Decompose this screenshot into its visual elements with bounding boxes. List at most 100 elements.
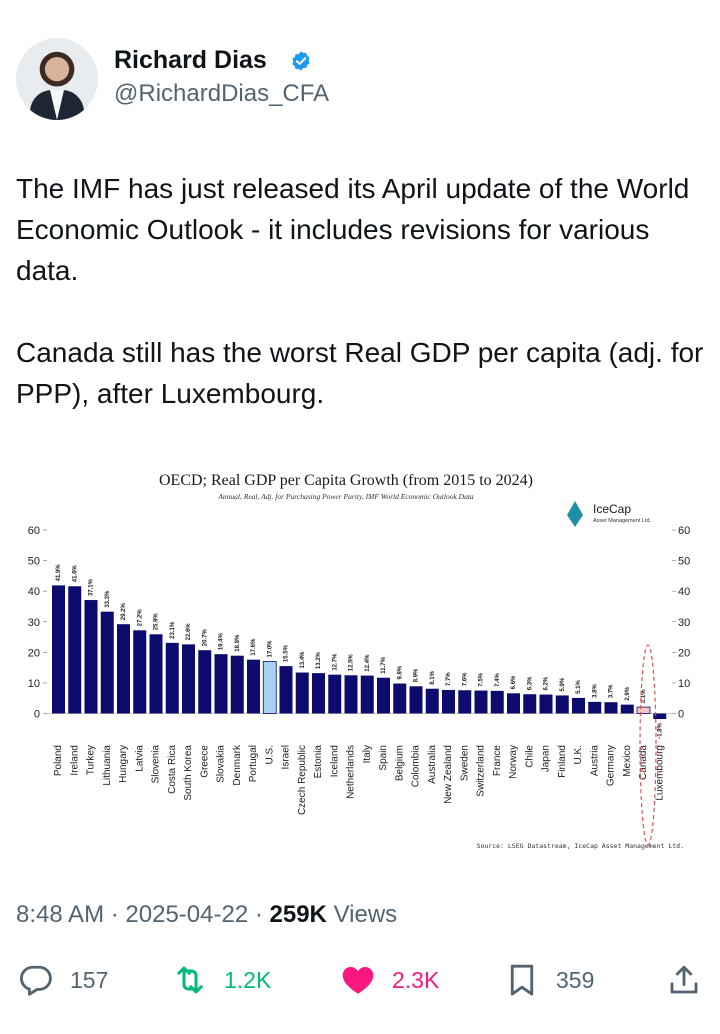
data-label: 7.6%: [462, 672, 468, 686]
bar: [344, 675, 358, 714]
x-tick-label: Belgium: [394, 745, 405, 781]
data-label: 8.9%: [414, 668, 420, 682]
bar: [409, 686, 423, 714]
y-tick-label-left: 0: [34, 709, 40, 721]
like-button[interactable]: 2.3K: [340, 958, 439, 1002]
x-tick-label: Switzerland: [476, 745, 487, 797]
data-label: 6.3%: [527, 676, 533, 690]
bookmark-count: 359: [556, 966, 595, 993]
x-tick-label: Iceland: [329, 745, 340, 777]
x-tick-label: South Korea: [183, 745, 194, 801]
x-tick-label: Poland: [53, 745, 64, 776]
bookmark-button[interactable]: 359: [504, 958, 594, 1002]
bar: [68, 586, 82, 714]
chart-image[interactable]: OECD; Real GDP per Capita Growth (from 2…: [16, 455, 706, 868]
bar: [295, 672, 309, 714]
reply-icon: [20, 965, 52, 996]
data-label: 6.6%: [511, 675, 517, 689]
repost-button[interactable]: 1.2K: [172, 958, 271, 1002]
bar: [458, 690, 472, 714]
x-tick-label: Costa Rica: [167, 745, 178, 794]
share-icon: [670, 965, 698, 994]
x-tick-label: Spain: [378, 745, 389, 771]
data-label: -1.8%: [657, 722, 663, 738]
tweet-time[interactable]: 8:48 AM: [16, 901, 105, 928]
iceberg-icon: [567, 501, 583, 527]
author-handle[interactable]: @RichardDias_CFA: [114, 80, 330, 107]
bar: [133, 630, 147, 714]
bar: [507, 693, 520, 714]
share-button[interactable]: [666, 958, 702, 1002]
x-tick-label: Luxembourg: [654, 745, 665, 801]
data-label: 7.4%: [495, 673, 501, 687]
data-label: 29.2%: [121, 603, 127, 621]
tweet-date[interactable]: 2025-04-22: [125, 901, 249, 928]
bars: [52, 585, 667, 720]
data-label: 19.4%: [219, 632, 225, 650]
data-label: 12.7%: [332, 653, 338, 671]
repost-count: 1.2K: [224, 966, 272, 993]
bar: [214, 654, 228, 714]
like-count: 2.3K: [392, 966, 440, 993]
x-tick-label: Germany: [606, 745, 617, 786]
x-tick-label: U.K.: [573, 745, 584, 764]
heart-icon: [342, 966, 374, 994]
bar: [149, 634, 163, 714]
bar: [539, 694, 553, 714]
data-label: 11.7%: [381, 656, 387, 673]
tweet-header: Richard Dias @RichardDias_CFA: [16, 38, 706, 122]
data-label: 7.5%: [479, 672, 485, 686]
x-tick-label: Japan: [541, 745, 552, 772]
views-count: 259K: [269, 901, 327, 928]
y-tick-label-right: 10: [678, 678, 690, 690]
data-label: 3.8%: [592, 684, 598, 698]
author-name[interactable]: Richard Dias: [114, 46, 267, 74]
bar: [198, 650, 212, 714]
data-label: 33.3%: [105, 590, 111, 608]
tweet-paragraph: Canada still has the worst Real GDP per …: [16, 337, 704, 409]
data-label: 41.6%: [72, 565, 78, 583]
x-tick-label: Netherlands: [346, 745, 357, 799]
data-label: 12.5%: [349, 654, 355, 672]
logo-subtext: Asset Management Ltd.: [593, 518, 652, 524]
bar: [182, 644, 195, 714]
bar: [425, 688, 439, 714]
chart-title: OECD; Real GDP per Capita Growth (from 2…: [159, 472, 533, 489]
reply-button[interactable]: 157: [18, 958, 108, 1002]
views-label: Views: [333, 901, 398, 928]
bar: [312, 673, 325, 714]
y-tick-label-left: 20: [28, 647, 40, 659]
gdp-growth-bar-chart: OECD; Real GDP per Capita Growth (from 2…: [28, 472, 691, 850]
x-tick-label: Austria: [589, 745, 600, 777]
bar: [442, 689, 455, 714]
data-label: 8.1%: [430, 670, 436, 684]
x-tick-label: Lithuania: [102, 745, 113, 786]
bar: [360, 675, 374, 714]
data-label: 5.1%: [576, 680, 582, 694]
data-label: 15.5%: [284, 644, 290, 662]
x-tick-label: Portugal: [248, 745, 259, 782]
avatar[interactable]: [16, 38, 98, 120]
bar: [555, 695, 569, 714]
x-tick-label: Israel: [281, 745, 292, 769]
x-tick-label: Slovenia: [151, 745, 162, 784]
x-tick-label: Ireland: [69, 745, 80, 776]
bookmark-icon: [510, 964, 534, 996]
bar: [636, 706, 651, 714]
bar: [247, 659, 260, 714]
action-bar: 157 1.2K 2.3K 359: [16, 958, 706, 1002]
bar: [377, 677, 390, 714]
chart-source: Source: LSEG Datastream, IceCap Asset Ma…: [477, 842, 684, 850]
y-tick-label-left: 50: [28, 556, 40, 568]
logo-text: IceCap: [593, 502, 631, 516]
y-tick-label-right: 40: [678, 586, 690, 598]
y-tick-label-left: 30: [28, 617, 40, 629]
bar: [474, 690, 488, 714]
data-label: 17.0%: [267, 640, 273, 658]
bar: [620, 704, 634, 714]
bar: [653, 713, 667, 720]
x-tick-label: Estonia: [313, 745, 324, 779]
bar: [604, 702, 618, 714]
tweet-text: The IMF has just released its April upda…: [16, 168, 706, 414]
x-tick-label: Norway: [508, 745, 519, 779]
